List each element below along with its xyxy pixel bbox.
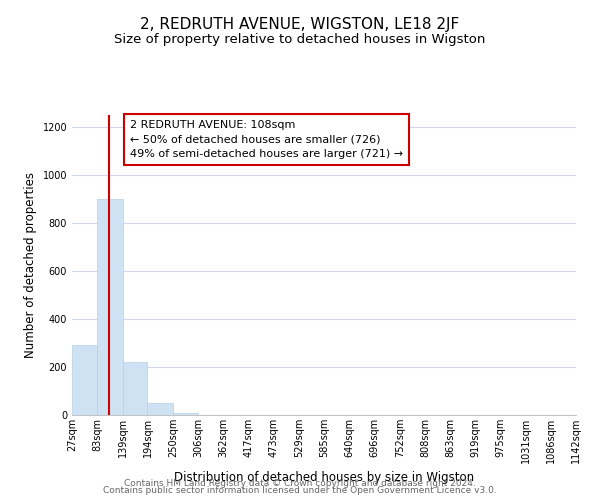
X-axis label: Distribution of detached houses by size in Wigston: Distribution of detached houses by size … xyxy=(174,472,474,484)
Bar xyxy=(97,199,122,415)
Bar xyxy=(72,346,97,415)
Text: 2, REDRUTH AVENUE, WIGSTON, LE18 2JF: 2, REDRUTH AVENUE, WIGSTON, LE18 2JF xyxy=(140,18,460,32)
Text: Contains public sector information licensed under the Open Government Licence v3: Contains public sector information licen… xyxy=(103,486,497,495)
Text: 2 REDRUTH AVENUE: 108sqm
← 50% of detached houses are smaller (726)
49% of semi-: 2 REDRUTH AVENUE: 108sqm ← 50% of detach… xyxy=(130,120,403,159)
Bar xyxy=(173,412,198,415)
Text: Contains HM Land Registry data © Crown copyright and database right 2024.: Contains HM Land Registry data © Crown c… xyxy=(124,478,476,488)
Text: Size of property relative to detached houses in Wigston: Size of property relative to detached ho… xyxy=(115,32,485,46)
Bar xyxy=(148,403,173,415)
Y-axis label: Number of detached properties: Number of detached properties xyxy=(24,172,37,358)
Bar xyxy=(122,362,148,415)
